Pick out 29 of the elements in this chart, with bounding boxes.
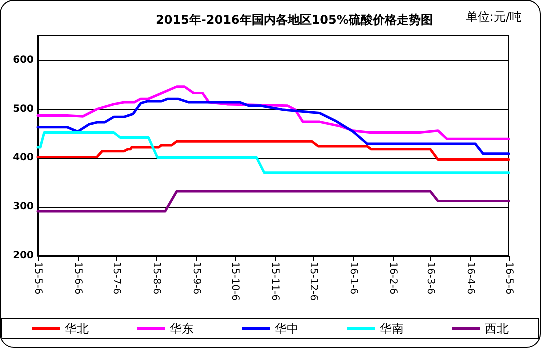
x-tick-label: 15-12-6 xyxy=(308,262,319,302)
x-tick-label: 16-3-6 xyxy=(425,262,436,295)
chart-title: 2015年-2016年国内各地区105%硫酸价格走势图 xyxy=(156,13,433,27)
x-tick-label: 15-5-6 xyxy=(32,262,44,295)
line-series xyxy=(36,140,510,161)
y-tick-label: 600 xyxy=(13,54,34,66)
x-tick-label: 15-6-6 xyxy=(72,262,84,295)
legend-label: 华中 xyxy=(275,322,299,336)
line-series xyxy=(36,86,510,140)
x-tick-label: 15-10-6 xyxy=(229,262,240,302)
legend-label: 华南 xyxy=(380,322,404,336)
line-series xyxy=(36,98,510,156)
line-series xyxy=(36,132,510,174)
legend-label: 华东 xyxy=(170,322,194,336)
x-tick-label: 15-11-6 xyxy=(269,262,280,302)
y-tick-label: 300 xyxy=(13,202,34,213)
x-tick-label: 16-2-6 xyxy=(388,262,399,295)
text: 单位:元/吨 xyxy=(466,10,522,24)
y-tick-label: 400 xyxy=(13,152,34,164)
legend-label: 华北 xyxy=(65,322,89,336)
x-tick-label: 16-4-6 xyxy=(464,262,476,295)
x-tick-label: 16-1-6 xyxy=(348,262,359,295)
y-tick-label: 200 xyxy=(13,250,34,262)
y-tick-label: 500 xyxy=(13,104,34,115)
x-tick-label: 16-5-6 xyxy=(504,262,514,295)
x-tick-label: 15-7-6 xyxy=(111,262,122,295)
x-tick-label: 15-9-6 xyxy=(190,262,202,295)
legend-label: 西北 xyxy=(485,322,509,336)
x-tick-label: 15-8-6 xyxy=(150,262,162,295)
